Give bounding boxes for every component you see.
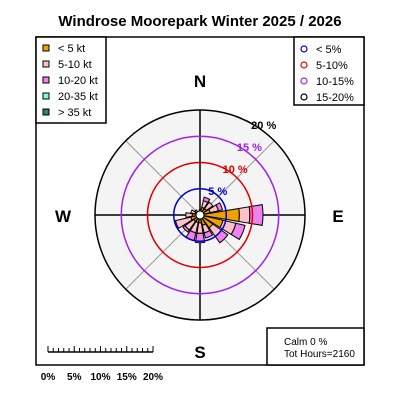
calm-box-frame <box>266 327 365 366</box>
scale-bar: 0% 5% 10% 15% 20% <box>41 346 163 383</box>
compass-label-w: W <box>55 207 72 226</box>
wedge-ne-bin-1 <box>203 201 214 212</box>
scale-bar-label: 5% <box>67 372 82 383</box>
compass-labels: N E S W <box>55 72 344 362</box>
speed-legend-swatch <box>42 92 50 100</box>
ring-label-20: 20 % <box>251 120 276 132</box>
ring-legend-marker <box>300 77 308 85</box>
ring-label-5: 5 % <box>208 186 227 198</box>
chart-title: Windrose Moorepark Winter 2025 / 2026 <box>58 13 341 30</box>
speed-legend-label: 5-10 kt <box>58 59 92 71</box>
speed-legend-label: 20-35 kt <box>58 91 98 103</box>
ring-legend-label: 10-15% <box>316 76 354 88</box>
ring-legend-marker <box>300 93 308 101</box>
wedge-sw-bin-2 <box>182 224 191 233</box>
ring-legend-marker <box>300 45 308 53</box>
scale-bar-label: 15% <box>117 372 137 383</box>
speed-legend-label: > 35 kt <box>58 107 91 119</box>
wedge-w-bin-1 <box>185 212 193 218</box>
wedge-nne-bin-2 <box>202 196 211 204</box>
ring-legend-box <box>293 36 365 106</box>
compass-label-s: S <box>194 343 205 362</box>
ring-legend-label: 5-10% <box>316 60 348 72</box>
ring-legend: < 5% 5-10% 10-15% 15-20% <box>293 36 365 106</box>
wedge-e-bin-1 <box>238 206 251 224</box>
wedge-wnw-bin-1 <box>190 209 197 215</box>
speed-legend-swatch <box>42 108 50 116</box>
wedge-ese-bin-2 <box>230 222 246 241</box>
compass-label-e: E <box>332 207 343 226</box>
speed-legend-swatch <box>42 60 50 68</box>
ring-label-10: 10 % <box>223 164 248 176</box>
scale-bar-label: 10% <box>90 372 110 383</box>
scale-bar-label: 0% <box>41 372 56 383</box>
total-hours-text: Tot Hours=2160 <box>284 349 355 360</box>
scale-bar-label: 20% <box>143 372 163 383</box>
compass-label-n: N <box>194 72 206 91</box>
speed-legend-swatch <box>42 44 50 52</box>
ring-legend-marker <box>300 61 308 69</box>
ring-legend-label: < 5% <box>316 44 342 56</box>
wedge-s-bin-2 <box>194 232 206 244</box>
calm-text: Calm 0 % <box>284 337 327 348</box>
ring-10 <box>146 161 254 269</box>
speed-legend-swatch <box>42 76 50 84</box>
speed-legend: < 5 kt 5-10 kt 10-20 kt 20-35 kt > 35 kt <box>35 36 107 124</box>
ring-legend-label: 15-20% <box>316 92 354 104</box>
wedge-ene-bin-2 <box>215 202 224 212</box>
ring-15 <box>120 135 280 295</box>
calm-circle <box>195 210 205 220</box>
ring-label-15: 15 % <box>237 142 262 154</box>
plot-frame <box>35 36 365 366</box>
speed-legend-label: < 5 kt <box>58 43 85 55</box>
calm-box: Calm 0 % Tot Hours=2160 <box>266 327 365 366</box>
wedge-sse-bin-2 <box>203 229 214 239</box>
speed-legend-label: 10-20 kt <box>58 75 98 87</box>
rose-layer: 5 % 10 % 15 % 20 % <box>94 109 306 321</box>
wedge-wsw-bin-1 <box>174 216 193 230</box>
ring-5 <box>173 188 227 242</box>
ring-20 <box>94 109 306 321</box>
